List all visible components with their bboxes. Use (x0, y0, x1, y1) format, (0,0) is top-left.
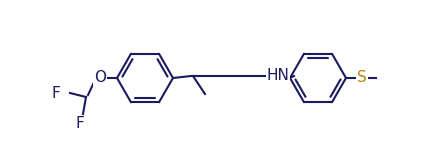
Text: HN: HN (267, 68, 289, 82)
Text: F: F (76, 117, 84, 132)
Text: O: O (94, 70, 106, 86)
Text: S: S (357, 70, 367, 86)
Text: F: F (51, 85, 60, 100)
